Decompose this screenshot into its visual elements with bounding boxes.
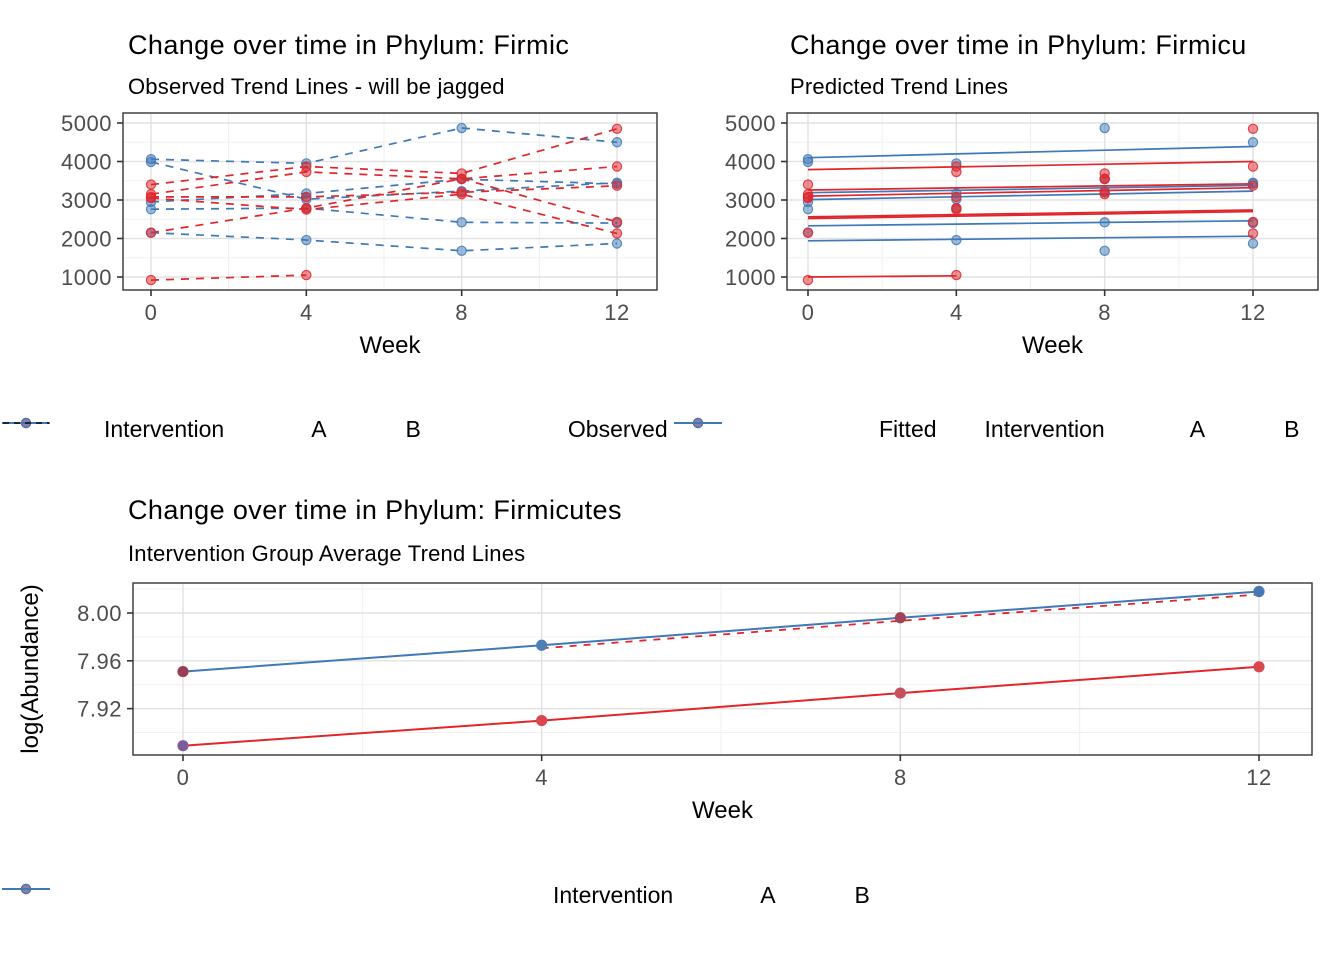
group-average-chart-subtitle: Intervention Group Average Trend Lines (128, 541, 526, 566)
svg-text:log(Abundance): log(Abundance) (17, 584, 44, 753)
svg-text:1000: 1000 (725, 265, 776, 290)
svg-text:Week: Week (1022, 332, 1084, 359)
svg-text:3000: 3000 (725, 188, 776, 213)
legend-key-a-icon (674, 417, 1181, 441)
fitted-plot-svg: 0 4 8 12 1000 2000 3000 4000 5000 Week (725, 111, 1319, 359)
legend-key-b-icon (2, 417, 397, 441)
svg-text:0: 0 (177, 765, 190, 790)
group-average-legend: Intervention A B (0, 877, 870, 913)
svg-text:0: 0 (802, 300, 815, 325)
fitted-legend: Fitted Intervention A B (672, 411, 1299, 447)
group-average-chart-title: Change over time in Phylum: Firmicutes (128, 495, 622, 525)
observed-chart-subtitle: Observed Trend Lines - will be jagged (128, 74, 505, 99)
svg-text:4: 4 (535, 765, 548, 790)
legend-title: Intervention (104, 415, 225, 442)
legend-key-a-icon (2, 417, 302, 441)
svg-text:4: 4 (950, 300, 963, 325)
legend-key-b-icon (674, 417, 1275, 441)
svg-text:8.00: 8.00 (77, 601, 122, 626)
svg-text:4000: 4000 (61, 150, 112, 175)
svg-text:1000: 1000 (61, 265, 112, 290)
svg-text:12: 12 (604, 300, 629, 325)
fitted-chart: 0 4 8 12 1000 2000 3000 4000 5000 Week Change ove… (672, 0, 1344, 460)
fitted-chart-title: Change over time in Phylum: Firmicu (790, 30, 1247, 60)
svg-text:7.92: 7.92 (77, 697, 122, 722)
svg-text:2000: 2000 (61, 226, 112, 251)
svg-text:8: 8 (894, 765, 907, 790)
legend-label-observed: Observed (567, 415, 668, 442)
svg-text:3000: 3000 (61, 188, 112, 213)
legend-label-fitted: Fitted (879, 415, 937, 442)
observed-legend: Intervention A B Observed (0, 411, 668, 447)
observed-chart: 0 4 8 12 1000 2000 3000 4000 5000 Week Change ove… (0, 0, 672, 460)
svg-text:Week: Week (360, 332, 422, 359)
legend-key-fitted-icon (675, 417, 870, 441)
legend-label-b: B (1284, 415, 1300, 442)
group-average-chart: 0 4 8 12 7.92 7.96 8.00 Week log(Abundance) Chan… (0, 460, 1344, 960)
svg-text:12: 12 (1240, 300, 1265, 325)
svg-text:5000: 5000 (725, 111, 776, 136)
legend-label-b: B (405, 415, 421, 442)
observed-chart-title: Change over time in Phylum: Firmic (128, 30, 570, 60)
svg-text:4000: 4000 (725, 150, 776, 175)
svg-text:2000: 2000 (725, 226, 776, 251)
legend-label-b: B (854, 881, 870, 908)
legend-label-a: A (1189, 415, 1206, 442)
svg-text:4: 4 (300, 300, 313, 325)
legend-label-a: A (311, 415, 327, 442)
svg-text:5000: 5000 (61, 111, 112, 136)
legend-title: Intervention (553, 881, 674, 908)
legend-key-b-icon (2, 883, 846, 907)
svg-text:Week: Week (692, 797, 754, 824)
legend-key-a-icon (2, 883, 751, 907)
svg-text:0: 0 (145, 300, 158, 325)
svg-text:8: 8 (1098, 300, 1111, 325)
svg-text:8: 8 (455, 300, 468, 325)
group-average-plot-svg: 0 4 8 12 7.92 7.96 8.00 Week log(Abundance) (17, 582, 1313, 824)
svg-text:7.96: 7.96 (77, 649, 122, 674)
legend-title: Intervention (984, 415, 1105, 442)
legend-key-observed-icon (3, 417, 559, 441)
legend-label-a: A (760, 881, 776, 908)
observed-plot-svg: 0 4 8 12 1000 2000 3000 4000 5000 Week (61, 111, 658, 359)
svg-text:12: 12 (1246, 765, 1271, 790)
fitted-chart-subtitle: Predicted Trend Lines (790, 74, 1009, 99)
